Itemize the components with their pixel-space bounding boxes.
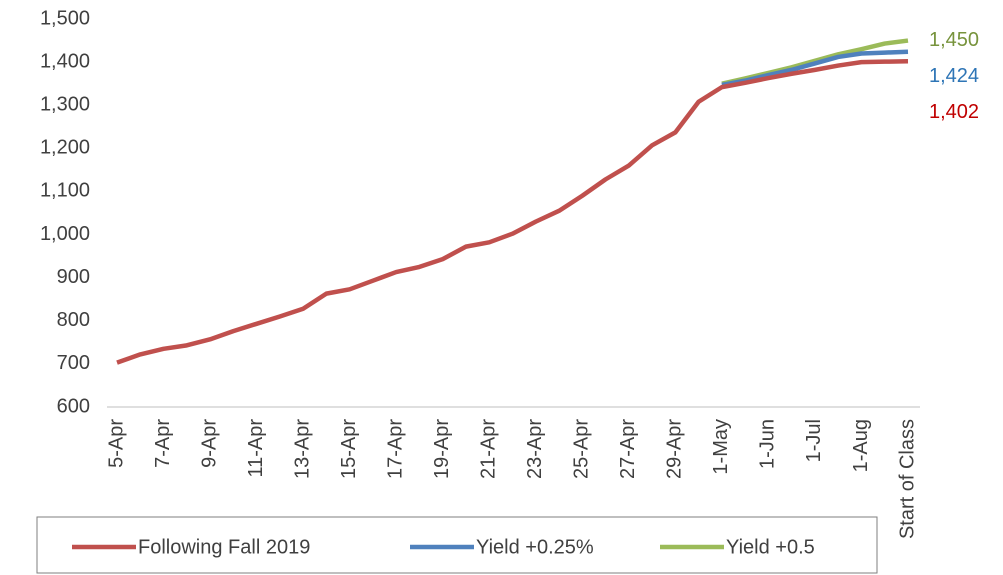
x-tick-label: 1-Aug <box>850 419 872 472</box>
legend-label: Following Fall 2019 <box>138 536 310 558</box>
x-tick-label: 21-Apr <box>478 419 500 479</box>
legend-box <box>36 516 878 574</box>
legend-label: Yield +0.5 <box>726 536 815 558</box>
x-tick-label: 7-Apr <box>152 419 174 468</box>
x-tick-label: 27-Apr <box>617 419 639 479</box>
x-tick-label: 9-Apr <box>198 419 220 468</box>
y-tick-label: 1,300 <box>40 94 90 116</box>
y-tick-label: 1,100 <box>40 180 90 202</box>
data-label: 1,402 <box>929 101 979 123</box>
y-tick-label: 600 <box>57 395 90 417</box>
data-label: 1,424 <box>929 65 979 87</box>
x-tick-label: 11-Apr <box>245 419 267 478</box>
legend-label: Yield +0.25% <box>476 536 594 558</box>
x-tick-label: 13-Apr <box>291 419 313 479</box>
x-tick-label: 1-Jun <box>757 419 779 469</box>
series-line <box>116 58 909 365</box>
y-tick-label: 1,400 <box>40 50 90 72</box>
x-tick-label: 5-Apr <box>105 419 127 468</box>
x-tick-label: 1-Jul <box>803 419 825 462</box>
x-tick-label: 15-Apr <box>338 419 360 479</box>
x-tick-label: Start of Class <box>896 419 918 539</box>
x-tick-label: 23-Apr <box>524 419 546 479</box>
y-tick-label: 900 <box>57 266 90 288</box>
x-tick-label: 1-May <box>710 419 732 475</box>
y-tick-label: 1,200 <box>40 137 90 159</box>
x-tick-label: 19-Apr <box>431 419 453 479</box>
data-label: 1,450 <box>929 29 979 51</box>
y-tick-label: 1,000 <box>40 223 90 245</box>
x-tick-label: 29-Apr <box>664 419 686 479</box>
y-tick-label: 700 <box>57 352 90 374</box>
x-tick-label: 17-Apr <box>384 419 406 479</box>
y-tick-label: 1,500 <box>40 7 90 29</box>
y-tick-label: 800 <box>57 309 90 331</box>
series-line <box>721 49 909 88</box>
x-tick-label: 25-Apr <box>571 419 593 479</box>
